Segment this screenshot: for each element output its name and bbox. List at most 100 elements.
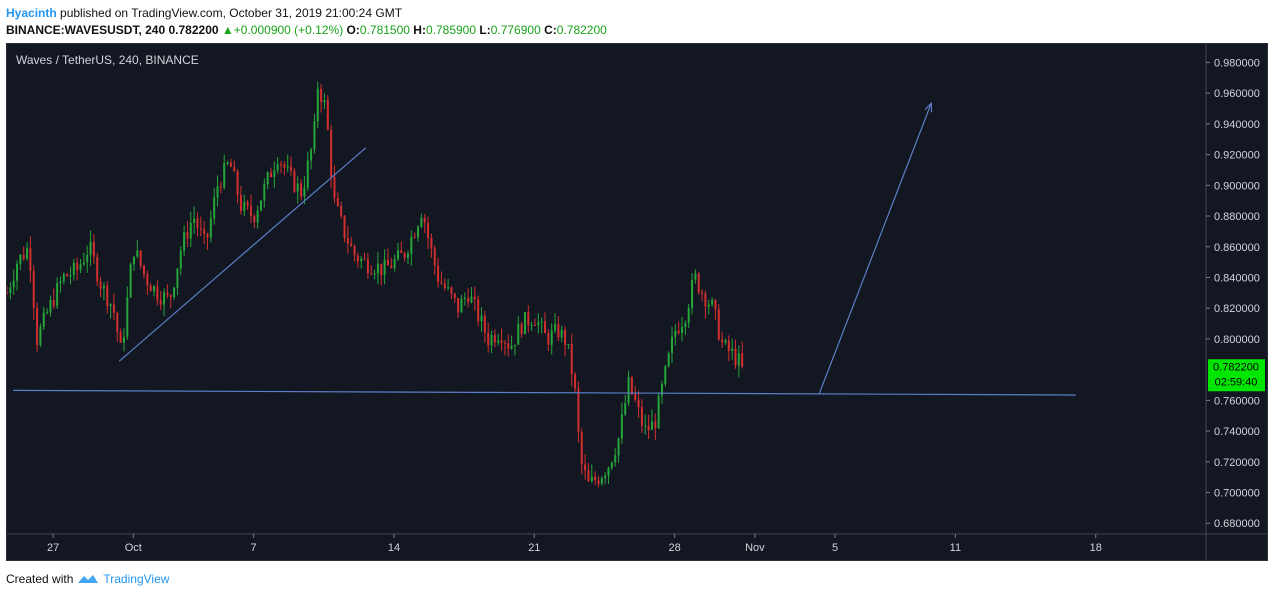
candle-body (460, 298, 463, 313)
candle-body (316, 88, 319, 122)
candle-body (132, 256, 135, 265)
candle-body (420, 217, 423, 227)
candle-body (52, 299, 55, 307)
candle-body (463, 298, 466, 300)
candle-body (213, 197, 216, 219)
candle-body (640, 407, 643, 426)
candle-body (246, 202, 249, 206)
candle-body (590, 476, 593, 482)
candle-body (206, 233, 209, 238)
candle-body (239, 195, 242, 211)
low-label: L: (479, 23, 491, 37)
candle-body (350, 243, 353, 247)
x-tick-label: 28 (669, 542, 681, 554)
candle-body (386, 259, 389, 266)
candle-body (32, 270, 35, 308)
candle-body (741, 353, 744, 367)
candle-body (336, 197, 339, 206)
candle-body (163, 292, 166, 305)
candle-body (413, 236, 416, 238)
candle-body (734, 348, 737, 366)
candle-body (256, 210, 259, 223)
candle-body (544, 321, 547, 334)
price-chart[interactable]: 0.980000 0.960000 0.940000 0.920000 0.900000… (5, 44, 1267, 560)
candle-body (654, 421, 657, 429)
candle-body (303, 187, 306, 197)
candle-body (59, 281, 62, 284)
candle-body (39, 327, 42, 345)
candle-body (259, 200, 262, 211)
candle-body (12, 280, 15, 288)
candle-body (323, 99, 326, 103)
tradingview-brand-link[interactable]: TradingView (103, 572, 170, 586)
candle-body (16, 263, 19, 281)
candle-body (607, 467, 610, 476)
publish-line: Hyacinth published on TradingView.com, O… (6, 5, 607, 22)
last-price-tag: 0.782200 02:59:40 (1208, 359, 1265, 392)
candle-body (503, 342, 506, 344)
candle-body (687, 307, 690, 323)
candle-body (280, 163, 283, 165)
candle-body (554, 324, 557, 331)
candle-body (370, 273, 373, 275)
candle-body (119, 331, 122, 343)
candle-body (480, 315, 483, 322)
projection-arrow[interactable] (818, 102, 932, 395)
candle-body (122, 337, 125, 343)
candle-body (427, 222, 430, 238)
candle-body (564, 329, 567, 346)
candle-body (574, 374, 577, 389)
candle-body (400, 250, 403, 253)
candle-body (109, 304, 112, 307)
y-tick-label: 0.840000 (1214, 272, 1260, 284)
candle-body (346, 237, 349, 244)
candle-body (437, 265, 440, 283)
symbol-line: BINANCE:WAVESUSDT, 240 0.782200 ▲+0.0009… (6, 22, 607, 39)
candle-body (216, 186, 219, 198)
candle-body (5, 292, 9, 294)
candle-body (731, 348, 734, 352)
candle-body (423, 217, 426, 223)
candle-body (340, 205, 343, 216)
candle-body (300, 183, 303, 197)
chart-area[interactable]: 0.980000 0.960000 0.940000 0.920000 0.900000… (5, 43, 1268, 561)
change-arrow-icon: ▲ (221, 23, 234, 37)
candle-body (483, 315, 486, 333)
candle-body (604, 475, 607, 479)
candle-body (440, 282, 443, 284)
candle-body (533, 324, 536, 326)
price-axis: 0.980000 0.960000 0.940000 0.920000 0.900000… (1206, 57, 1260, 530)
candle-body (236, 171, 239, 196)
y-tick-label: 0.940000 (1214, 119, 1260, 131)
candle-body (737, 353, 740, 366)
candle-body (82, 262, 85, 265)
candle-body (500, 340, 503, 343)
author-link[interactable]: Hyacinth (6, 6, 57, 20)
candle-body (560, 329, 563, 338)
candle-body (106, 285, 109, 307)
trend-line[interactable] (13, 389, 1076, 396)
candle-body (550, 330, 553, 345)
candle-body (520, 324, 523, 335)
candle-body (333, 176, 336, 198)
candle-body (493, 335, 496, 343)
created-with-label: Created with (6, 572, 74, 586)
y-tick-label: 0.860000 (1214, 242, 1260, 254)
x-tick-label: 7 (251, 542, 257, 554)
candle-body (136, 250, 139, 257)
price-change: +0.000900 (+0.12%) (233, 23, 344, 37)
candle-body (407, 253, 410, 258)
candle-body (396, 250, 399, 260)
candle-body (169, 295, 172, 298)
x-tick-label: 18 (1090, 542, 1102, 554)
candle-body (557, 324, 560, 338)
candle-body (507, 343, 510, 349)
candle-body (186, 232, 189, 239)
candle-body (99, 281, 102, 289)
trend-line[interactable] (118, 147, 367, 362)
candle-body (283, 163, 286, 168)
candle-body (263, 184, 266, 201)
candle-body (530, 324, 533, 326)
open-label: O: (346, 23, 360, 37)
candle-body (296, 183, 299, 192)
